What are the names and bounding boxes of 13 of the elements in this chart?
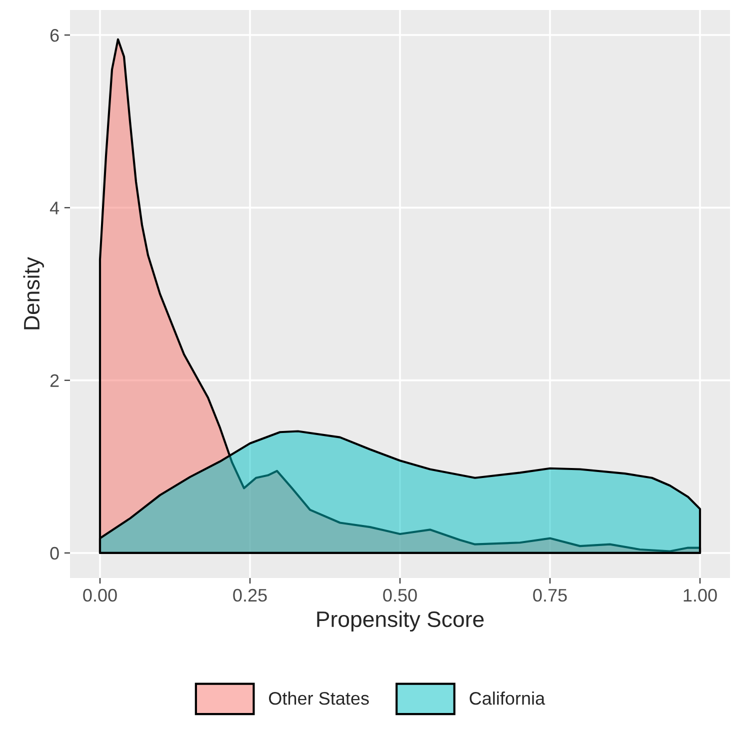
- x-tick-label: 0.25: [233, 588, 267, 602]
- x-tick-label: 0.00: [83, 588, 117, 602]
- x-tick-label: 0.50: [383, 588, 417, 602]
- y-tick-label: 4: [50, 202, 60, 214]
- legend-label: California: [470, 692, 546, 705]
- y-tick-label: 6: [50, 28, 59, 42]
- x-tick-label: 1.00: [684, 588, 717, 602]
- y-axis-title: Density: [23, 256, 44, 330]
- legend-label: Other States: [269, 692, 369, 705]
- y-tick-label: 2: [50, 374, 59, 387]
- x-tick-label: 0.75: [533, 588, 567, 602]
- y-tick-label: 0: [50, 546, 59, 560]
- x-axis-title: Propensity Score: [317, 610, 484, 632]
